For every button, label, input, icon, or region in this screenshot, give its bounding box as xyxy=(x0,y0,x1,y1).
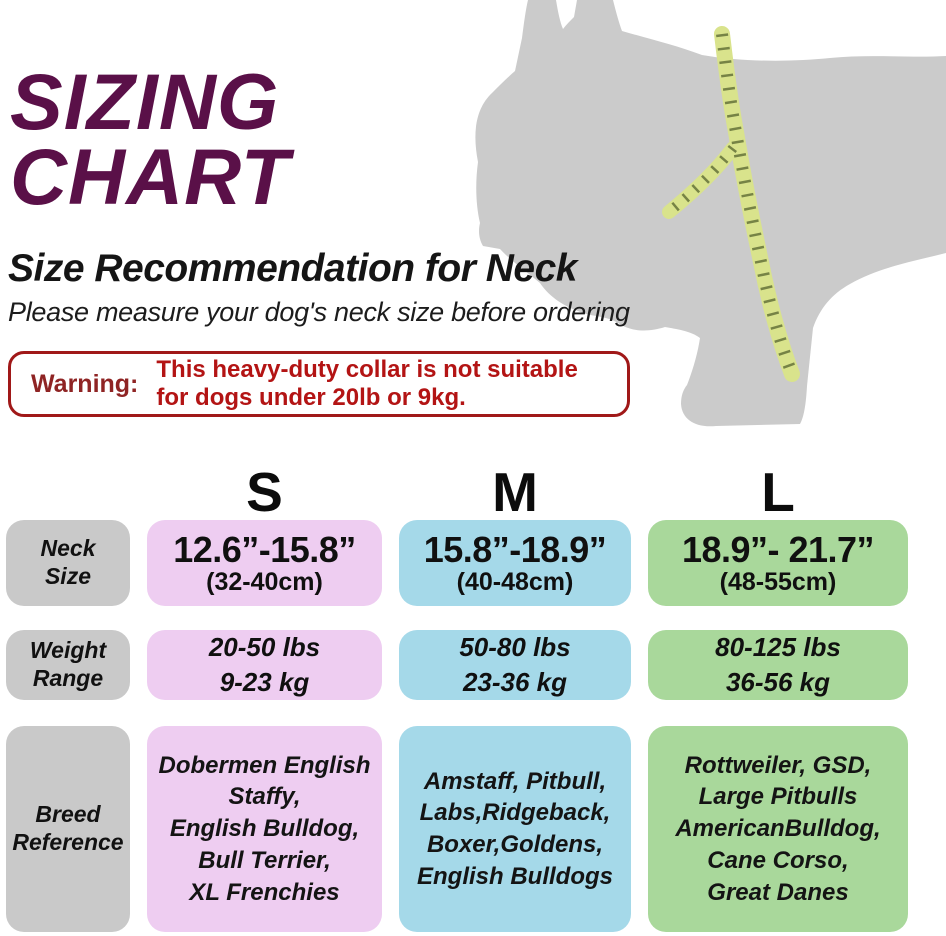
neck-size-inches-l: 18.9”- 21.7” xyxy=(681,528,875,570)
measure-instruction: Please measure your dog's neck size befo… xyxy=(8,297,630,327)
weight-range-text-s: 20-50 lbs 9-23 kg xyxy=(208,631,321,697)
breed-reference-cell-s: Dobermen English Staffy, English Bulldog… xyxy=(147,726,382,932)
row-label-neck-size: Neck Size xyxy=(6,520,130,606)
weight-range-row: Weight Range 20-50 lbs 9-23 kg 50-80 lbs… xyxy=(6,630,908,700)
neck-size-inches-m: 15.8”-18.9” xyxy=(423,528,607,570)
neck-size-cm-l: (48-55cm) xyxy=(719,568,837,597)
dog-illustration xyxy=(470,0,946,470)
breed-reference-row: Breed Reference Dobermen English Staffy,… xyxy=(6,726,908,932)
neck-size-row: Neck Size 12.6”-15.8” (32-40cm) 15.8”-18… xyxy=(6,520,908,606)
breed-reference-cell-m: Amstaff, Pitbull, Labs,Ridgeback, Boxer,… xyxy=(399,726,631,932)
weight-range-cell-m: 50-80 lbs 23-36 kg xyxy=(399,630,631,700)
warning-message: This heavy-duty collar is not suitable f… xyxy=(156,356,578,411)
warning-box: Warning: This heavy-duty collar is not s… xyxy=(8,351,630,417)
breed-reference-cell-l: Rottweiler, GSD, Large Pitbulls American… xyxy=(648,726,908,932)
breed-list-l: Rottweiler, GSD, Large Pitbulls American… xyxy=(675,751,881,906)
breed-list-s: Dobermen English Staffy, English Bulldog… xyxy=(158,751,371,906)
row-label-weight-range: Weight Range xyxy=(6,630,130,700)
weight-range-cell-s: 20-50 lbs 9-23 kg xyxy=(147,630,382,700)
neck-size-cell-l: 18.9”- 21.7” (48-55cm) xyxy=(648,520,908,606)
weight-range-text-m: 50-80 lbs 23-36 kg xyxy=(459,631,571,697)
neck-size-cm-s: (32-40cm) xyxy=(206,568,323,597)
dog-silhouette xyxy=(475,0,946,427)
size-column-header-l: L xyxy=(761,460,795,523)
size-column-header-s: S xyxy=(246,460,283,523)
neck-size-cm-m: (40-48cm) xyxy=(456,568,574,597)
breed-list-m: Amstaff, Pitbull, Labs,Ridgeback, Boxer,… xyxy=(417,767,613,890)
page-subtitle: Size Recommendation for Neck xyxy=(8,247,577,290)
weight-range-cell-l: 80-125 lbs 36-56 kg xyxy=(648,630,908,700)
size-column-header-m: M xyxy=(492,460,538,523)
warning-label: Warning: xyxy=(31,369,139,398)
measuring-tape-ticks xyxy=(716,33,798,377)
measuring-tape-branch-ticks xyxy=(665,144,737,216)
header-spacer xyxy=(6,460,130,518)
page-title: SIZING CHART xyxy=(10,57,291,222)
row-label-breed-reference: Breed Reference xyxy=(6,726,130,932)
weight-range-text-l: 80-125 lbs 36-56 kg xyxy=(715,631,841,697)
neck-size-cell-m: 15.8”-18.9” (40-48cm) xyxy=(399,520,631,606)
neck-size-cell-s: 12.6”-15.8” (32-40cm) xyxy=(147,520,382,606)
size-table: S M L Neck Size 12.6”-15.8” (32-40cm) 15… xyxy=(6,460,908,932)
neck-size-inches-s: 12.6”-15.8” xyxy=(173,528,356,570)
size-header-row: S M L xyxy=(6,460,908,523)
dog-silhouette-with-measuring-tape-icon xyxy=(475,0,946,427)
